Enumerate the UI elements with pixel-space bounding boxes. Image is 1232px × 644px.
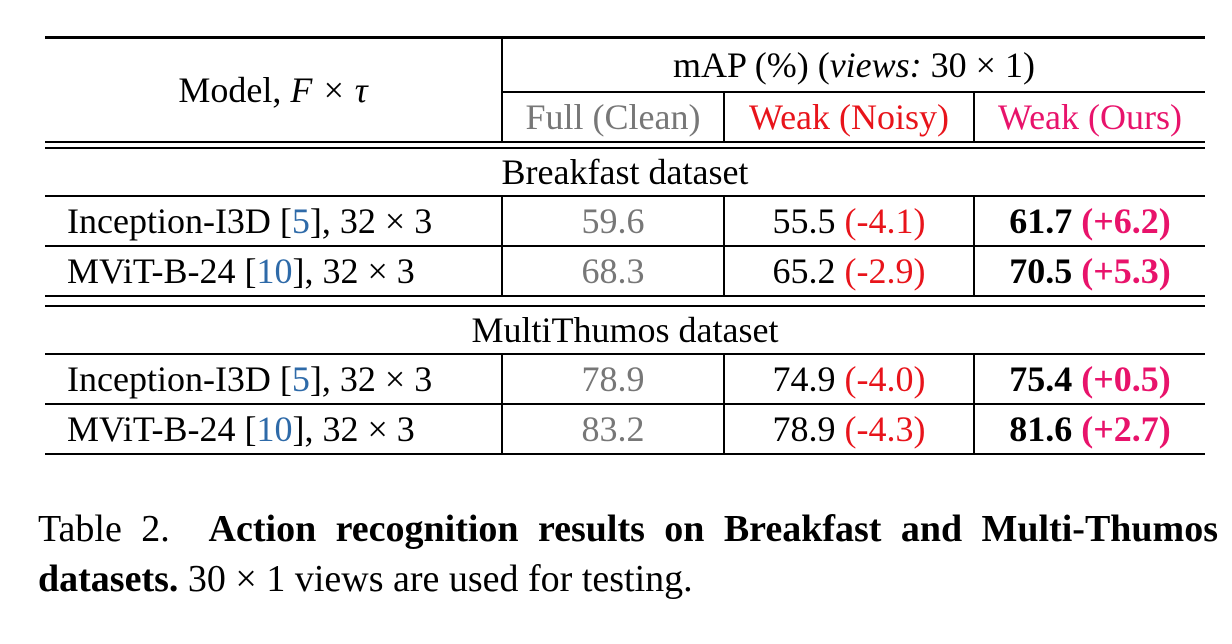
weak-noisy-value: 65.2 (-2.9) bbox=[724, 245, 975, 296]
weak-ours-value: 81.6 (+2.7) bbox=[974, 403, 1205, 455]
noisy-delta: (-2.9) bbox=[844, 250, 926, 291]
citation-link[interactable]: 5 bbox=[291, 200, 310, 241]
model-header: Model, F × τ bbox=[45, 36, 503, 142]
column-header-full-clean: Full (Clean) bbox=[502, 91, 725, 142]
table-row: Inception-I3D [5], 32 × 3 78.9 74.9 (-4.… bbox=[45, 353, 1205, 404]
table-row: MViT-B-24 [10], 32 × 3 68.3 65.2 (-2.9) … bbox=[45, 245, 1205, 296]
map-header-label: mAP (%) ( bbox=[673, 44, 830, 85]
views-label: views: bbox=[829, 44, 922, 85]
column-header-weak-noisy: Weak (Noisy) bbox=[724, 91, 975, 142]
model-cell: MViT-B-24 [10], 32 × 3 bbox=[45, 245, 503, 296]
noisy-delta: (-4.0) bbox=[844, 358, 926, 399]
ours-delta: (+6.2) bbox=[1081, 200, 1171, 241]
caption-text: 30 × 1 views are used for testing. bbox=[178, 558, 693, 600]
weak-ours-value: 61.7 (+6.2) bbox=[1009, 200, 1171, 241]
model-cell: Inception-I3D [5], 32 × 3 bbox=[45, 353, 503, 404]
citation-link[interactable]: 10 bbox=[256, 408, 293, 449]
model-header-math: F × τ bbox=[290, 69, 368, 110]
section-title: MultiThumos dataset bbox=[471, 309, 779, 350]
ours-delta: (+0.5) bbox=[1081, 358, 1171, 399]
weak-noisy-value: 78.9 (-4.3) bbox=[724, 403, 975, 455]
full-clean-value: 59.6 bbox=[502, 195, 725, 246]
ours-delta: (+5.3) bbox=[1081, 250, 1171, 291]
model-header-label: Model, bbox=[178, 69, 291, 110]
noisy-delta: (-4.3) bbox=[844, 408, 926, 449]
section-title: Breakfast dataset bbox=[501, 151, 749, 192]
citation-link[interactable]: 5 bbox=[291, 358, 310, 399]
weak-noisy-value: 55.5 (-4.1) bbox=[724, 195, 975, 246]
table-row: Inception-I3D [5], 32 × 3 59.6 55.5 (-4.… bbox=[45, 195, 1205, 246]
citation-link[interactable]: 10 bbox=[256, 250, 293, 291]
full-clean-value: 83.2 bbox=[502, 403, 725, 455]
column-header-weak-ours: Weak (Ours) bbox=[997, 96, 1183, 137]
table-row: MViT-B-24 [10], 32 × 3 83.2 78.9 (-4.3) … bbox=[45, 403, 1205, 455]
weak-noisy-value: 74.9 (-4.0) bbox=[724, 353, 975, 404]
full-clean-value: 78.9 bbox=[502, 353, 725, 404]
noisy-delta: (-4.1) bbox=[844, 200, 926, 241]
ours-delta: (+2.7) bbox=[1081, 408, 1171, 449]
map-header: mAP (%) (views: 30 × 1) bbox=[502, 36, 1205, 93]
caption-label: Table 2. bbox=[38, 508, 170, 550]
weak-ours-value: 70.5 (+5.3) bbox=[1009, 250, 1171, 291]
views-value: 30 × 1) bbox=[921, 44, 1035, 85]
table-caption: Table 2. Action recognition results on B… bbox=[38, 504, 1218, 604]
caption-title: Action recognition results on Breakfast … bbox=[38, 508, 1218, 600]
model-cell: MViT-B-24 [10], 32 × 3 bbox=[45, 403, 503, 455]
full-clean-value: 68.3 bbox=[502, 245, 725, 296]
weak-ours-value: 75.4 (+0.5) bbox=[1009, 358, 1171, 399]
results-table: Model, F × τ mAP (%) (views: 30 × 1) Ful… bbox=[45, 36, 1205, 455]
model-cell: Inception-I3D [5], 32 × 3 bbox=[45, 195, 503, 246]
